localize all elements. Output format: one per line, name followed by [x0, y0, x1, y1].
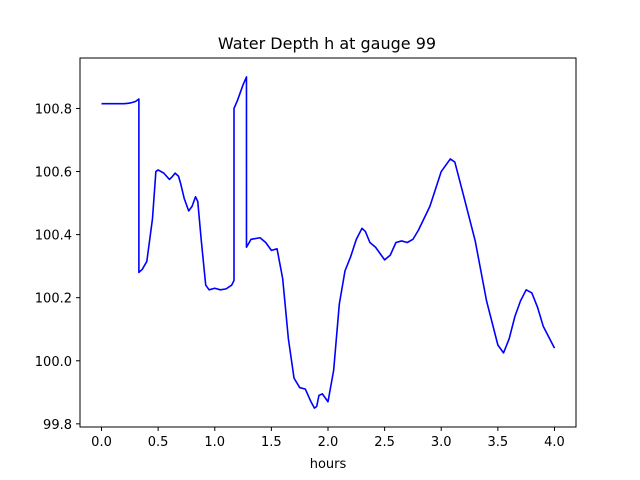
x-tick-label: 0.0	[91, 435, 112, 450]
axes-frame	[79, 57, 577, 428]
chart-title: Water Depth h at gauge 99	[218, 34, 436, 53]
y-tick-label: 100.4	[35, 229, 72, 244]
x-tick-label: 2.5	[374, 435, 395, 450]
x-tick-label: 0.5	[148, 435, 169, 450]
y-tick-label: 99.8	[43, 418, 72, 433]
y-tick-label: 100.8	[35, 102, 72, 117]
x-tick-label: 1.0	[204, 435, 225, 450]
series-line	[101, 76, 556, 409]
x-axis-ticks: 0.0 0.5 1.0 1.5 2.0 2.5 3.0 3.5 4.0	[91, 427, 565, 450]
y-tick-label: 100.6	[35, 166, 72, 181]
x-axis-label: hours	[310, 457, 347, 472]
y-axis-ticks: 99.8 100.0 100.2 100.4 100.6 100.8	[35, 102, 80, 433]
x-tick-label: 3.5	[488, 435, 509, 450]
x-tick-label: 2.0	[318, 435, 339, 450]
x-tick-label: 3.0	[431, 435, 452, 450]
y-tick-label: 100.0	[35, 355, 72, 370]
x-tick-label: 1.5	[261, 435, 282, 450]
plot-area: 0.0 0.5 1.0 1.5 2.0 2.5 3.0 3.5 4.0 99.8 100.0 100…	[35, 57, 577, 450]
series-layer	[101, 76, 556, 409]
y-tick-label: 100.2	[35, 292, 72, 307]
x-tick-label: 4.0	[544, 435, 565, 450]
